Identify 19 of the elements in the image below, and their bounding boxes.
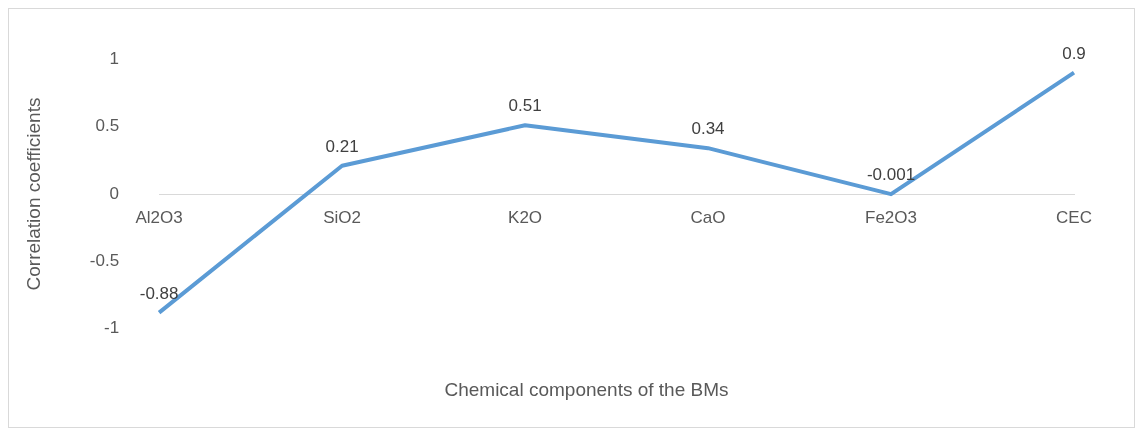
x-tick-label: Fe2O3 <box>865 207 918 227</box>
data-label: -0.001 <box>866 165 916 185</box>
data-label: 0.51 <box>508 96 542 116</box>
data-label: -0.88 <box>139 283 179 303</box>
data-label: 0.9 <box>1062 43 1086 63</box>
x-tick-label: SiO2 <box>323 207 361 227</box>
x-tick-label: CaO <box>690 207 726 227</box>
y-tick-label: -0.5 <box>89 251 120 271</box>
x-tick-label: CEC <box>1056 207 1092 227</box>
x-tick-label: Al2O3 <box>135 207 183 227</box>
data-label: 0.21 <box>325 136 359 156</box>
x-axis-title: Chemical components of the BMs <box>443 379 730 401</box>
y-tick-label: -1 <box>103 318 120 338</box>
y-axis-title: Correlation coefficients <box>22 97 44 291</box>
y-tick-label: 1 <box>109 48 120 68</box>
x-tick-label: K2O <box>508 207 543 227</box>
data-label: 0.34 <box>691 119 725 139</box>
y-tick-label: 0 <box>109 183 120 203</box>
y-tick-label: 0.5 <box>95 116 120 136</box>
